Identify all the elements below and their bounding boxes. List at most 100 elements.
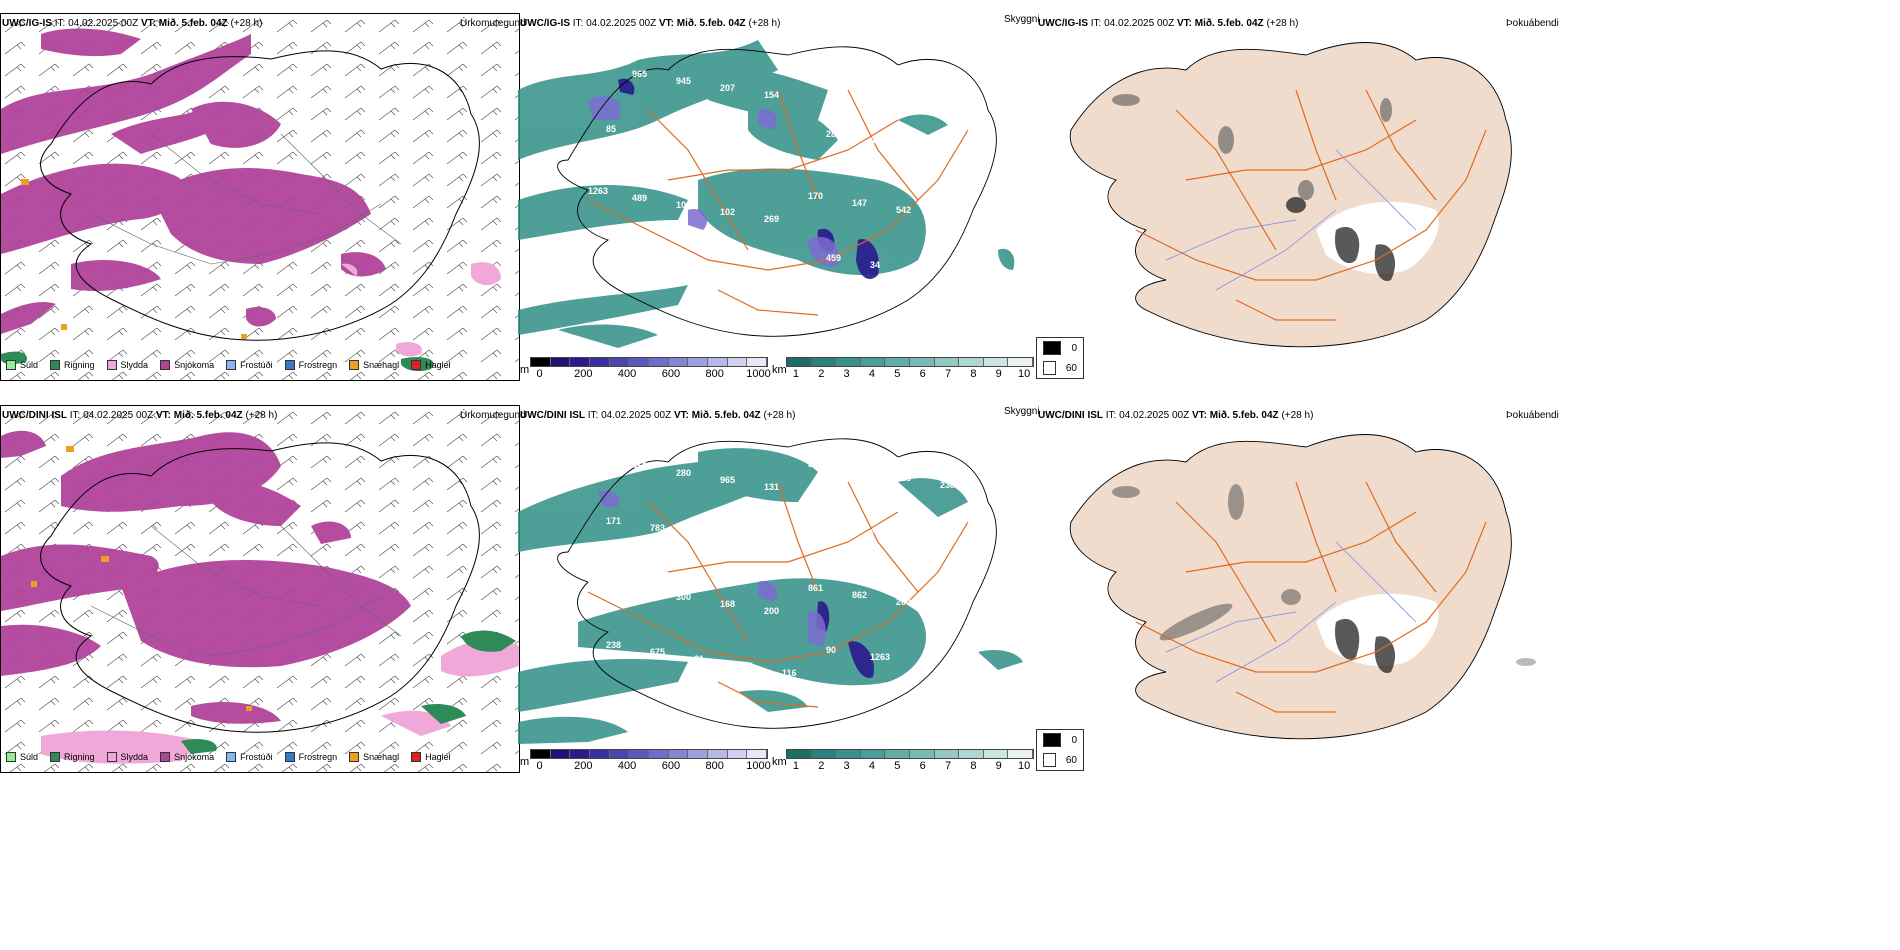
precip-title-top: Úrkomutegund — [460, 18, 526, 29]
fog-legend-top: 0 60 — [1036, 337, 1084, 379]
ceiling-value-label: 200 — [764, 606, 779, 616]
ceiling-value-label: 238 — [940, 480, 955, 490]
ceiling-colorbar-ticks: 0 200 400 600 800 1000 — [530, 759, 770, 773]
ceiling-value-label: 199 — [958, 150, 973, 160]
ceiling-value-label: 181 — [914, 143, 929, 153]
ceiling-value-label: 171 — [606, 516, 621, 526]
it-value: 04.02.2025 00Z — [601, 410, 672, 421]
precip-legend-label: Slydda — [120, 752, 149, 762]
colorbar-tick: 10 — [1017, 368, 1031, 380]
colorbar-tick: 2 — [818, 760, 825, 772]
ceiling-value-label: 83 — [940, 212, 950, 222]
ceiling-value-label: 783 — [650, 523, 665, 533]
fog-legend-label: 60 — [1065, 362, 1077, 374]
ceiling-colorbar-bar — [530, 357, 768, 367]
ceiling-value-label: 489 — [632, 193, 647, 203]
ceiling-value-label: 628 — [896, 473, 911, 483]
ceiling-value-label: 861 — [808, 583, 823, 593]
vis-colorbar-bar — [786, 749, 1034, 759]
fog-legend-swatch — [1043, 361, 1056, 375]
precip-legend-item: Rigning — [50, 360, 95, 370]
ceiling-value-label: 965 — [632, 69, 647, 79]
lead-time: (+28 h) — [748, 18, 781, 29]
colorbar-tick: 4 — [868, 760, 876, 772]
ceiling-value-label: 542 — [896, 205, 911, 215]
ceiling-value-label: 102 — [720, 207, 735, 217]
ceiling-value-label: 203 — [914, 535, 929, 545]
fog-map-bottom — [1069, 434, 1536, 740]
ceiling-value-label: 75 — [632, 585, 642, 595]
precip-legend-swatch — [50, 752, 61, 762]
lead-time: (+28 h) — [245, 410, 278, 421]
ceiling-value-label: 31 — [694, 654, 704, 664]
precip-legend-swatch — [160, 752, 171, 762]
ceiling-value-label: 300 — [676, 592, 691, 602]
precip-panel-bottom — [0, 405, 520, 773]
vt-value: Mið. 5.feb. 04Z — [676, 18, 746, 29]
ceiling-value-label: 168 — [720, 599, 735, 609]
ceiling-value-label: 280 — [676, 468, 691, 478]
visibility-panel-bottom: 312 455 280 965 131 301 216 628 238 171 783 14 123 14… — [518, 422, 1036, 748]
colorbar-tick: 200 — [574, 760, 593, 772]
model-name: UWC/IG-IS — [2, 18, 52, 29]
colorbar-tick: 3 — [843, 760, 850, 772]
ceiling-value-label: 455 — [632, 461, 647, 471]
precip-legend-item: Súld — [6, 752, 38, 762]
fog-legend-swatch — [1043, 341, 1062, 355]
precip-legend-label: Frostregn — [298, 752, 338, 762]
precip-title-bottom: Úrkomutegund — [460, 410, 526, 421]
ceiling-value-label: 301 — [808, 459, 823, 469]
precip-legend-item: Haglél — [411, 752, 451, 762]
ceiling-value-label: 14 — [694, 530, 704, 540]
vt-value: Mið. 5.feb. 04Z — [173, 410, 243, 421]
precip-legend-label: Haglél — [425, 360, 451, 370]
visibility-map-bottom: 312 455 280 965 131 301 216 628 238 171 783 14 123 14… — [518, 438, 1023, 744]
precip-legend-swatch — [284, 752, 295, 762]
colorbar-tick: 600 — [661, 760, 681, 772]
it-value: 04.02.2025 00Z — [1104, 18, 1175, 29]
precip-legend-item: Súld — [6, 360, 38, 370]
ceiling-value-label: 597 — [852, 74, 867, 84]
ceiling-unit-top: m — [520, 364, 530, 376]
vis-unit-top: km — [772, 364, 787, 376]
precip-legend-item: Snjókoma — [160, 360, 214, 370]
colorbar-tick: 400 — [617, 368, 637, 380]
precip-legend-label: Snæhagl — [363, 360, 400, 370]
vt-label: VT: — [658, 18, 674, 29]
precip-legend-swatch — [411, 752, 422, 762]
colorbar-tick: 1 — [792, 760, 799, 772]
precip-legend-label: Snæhagl — [363, 752, 400, 762]
fog-legend-swatch — [1043, 733, 1062, 747]
ceiling-value-label: 216 — [852, 466, 867, 476]
vt-label: VT: — [1191, 410, 1207, 421]
colorbar-tick: 5 — [894, 760, 901, 772]
ceiling-value-label: 354 — [650, 131, 665, 141]
visibility-title-bottom: Skyggni — [1004, 406, 1040, 417]
precip-map-bottom — [1, 406, 519, 772]
precip-legend-item: Rigning — [50, 752, 95, 762]
fog-legend-label: 60 — [1065, 754, 1077, 766]
precip-legend-label: Haglél — [425, 752, 451, 762]
ceiling-value-label: 34 — [870, 260, 880, 270]
precip-legend-label: Rigning — [64, 360, 95, 370]
visibility-title-top: Skyggni — [1004, 14, 1040, 25]
it-label: IT: — [572, 18, 584, 29]
vis-colorbar-top: 1 2 3 4 5 6 7 8 9 10 — [786, 357, 1034, 381]
ceiling-value-label: 965 — [720, 475, 735, 485]
colorbar-tick: 8 — [970, 760, 977, 772]
precip-legend-item: Slydda — [106, 752, 149, 762]
precip-legend-item: Frostúði — [226, 752, 273, 762]
vt-label: VT: — [140, 18, 156, 29]
ceiling-value-label: 862 — [852, 590, 867, 600]
header-precip-bottom: UWC/DINI ISL IT: 04.02.2025 00Z VT: Mið.… — [2, 410, 277, 422]
ceiling-value-label: 132 — [694, 138, 709, 148]
fog-legend-bottom: 0 60 — [1036, 729, 1084, 771]
colorbar-tick: 1000 — [746, 368, 771, 380]
it-label: IT: — [587, 410, 599, 421]
fog-legend-label: 0 — [1071, 342, 1077, 354]
precip-legend-item: Haglél — [411, 360, 451, 370]
precip-legend-swatch — [6, 752, 16, 762]
ceiling-value-label: 1263 — [870, 652, 890, 662]
ceiling-value-label: 154 — [764, 90, 779, 100]
colorbar-tick: 3 — [843, 368, 850, 380]
